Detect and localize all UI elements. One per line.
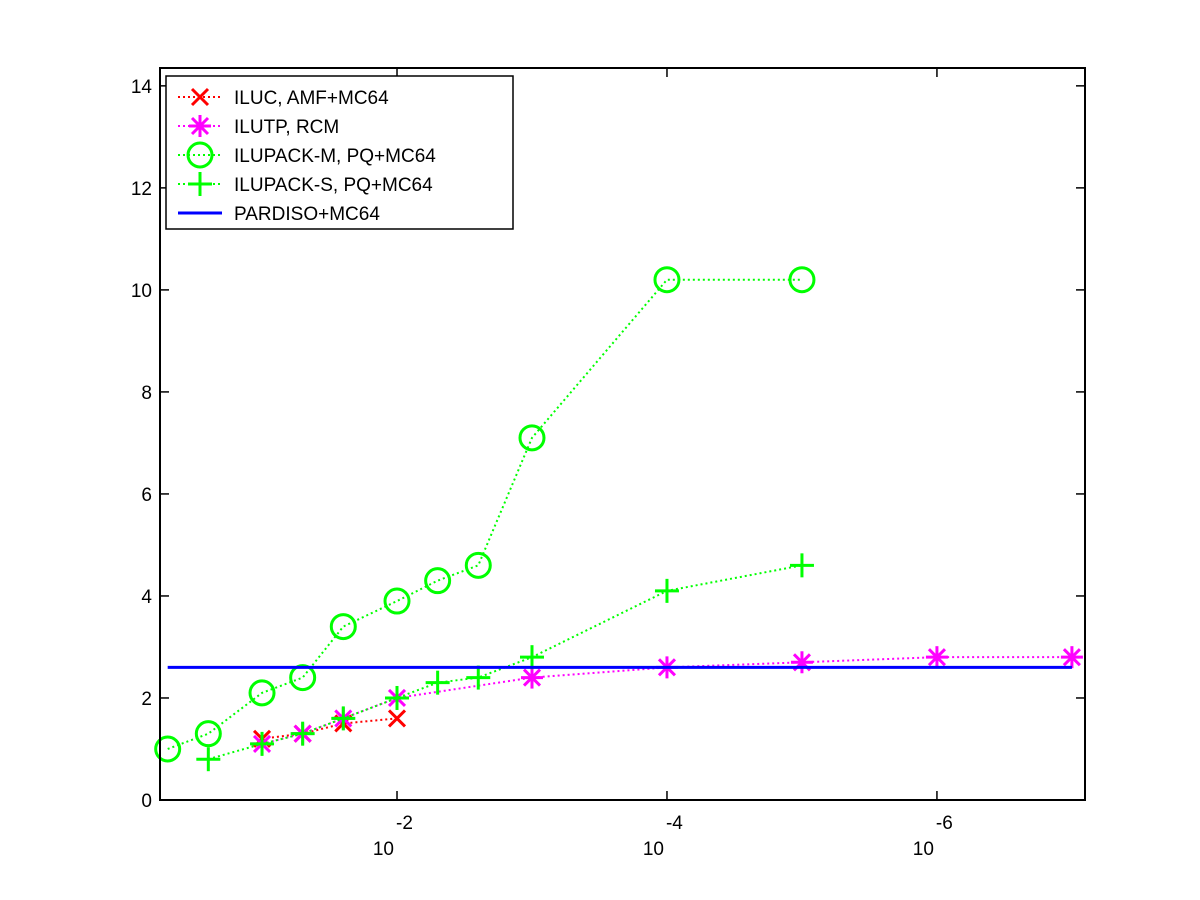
marker (1060, 646, 1083, 669)
marker (331, 706, 356, 731)
marker (518, 424, 546, 452)
marker-stroke (383, 587, 411, 615)
legend-marker (188, 172, 212, 196)
legend (165, 75, 514, 230)
x-tick-exponent: -2 (396, 813, 413, 834)
y-tick-label: 4 (141, 587, 152, 608)
x-tick-label: 10 (913, 839, 934, 860)
x-tick-exponent: -6 (936, 813, 953, 834)
marker (520, 666, 543, 689)
series-line (208, 564, 803, 761)
x-tick-exponent: -4 (666, 813, 683, 834)
legend-marker (190, 87, 210, 107)
marker-stroke (154, 735, 182, 763)
marker (196, 747, 221, 772)
marker-stroke (518, 424, 546, 452)
marker-stroke (186, 141, 214, 169)
marker-stroke (522, 668, 542, 687)
marker (290, 721, 315, 746)
marker (519, 645, 544, 670)
marker-stroke (464, 551, 492, 579)
marker-stroke (387, 709, 407, 728)
series-line (261, 656, 1072, 745)
marker-stroke (424, 567, 452, 595)
marker-stroke (194, 720, 222, 748)
marker (250, 731, 275, 756)
marker (329, 613, 357, 641)
y-tick-label: 14 (131, 77, 153, 98)
series-line (167, 278, 802, 750)
marker (466, 665, 491, 690)
legend-marker (189, 115, 211, 137)
axes-frame (159, 67, 1086, 801)
marker-stroke (190, 116, 210, 136)
marker (194, 720, 222, 748)
marker-stroke (927, 648, 946, 667)
marker-stroke (329, 613, 357, 641)
marker (654, 578, 679, 603)
marker (385, 685, 410, 710)
legend-label: ILUC, AMF+MC64 (234, 88, 389, 109)
y-tick-label: 2 (141, 689, 152, 710)
legend-label: ILUPACK-S, PQ+MC64 (234, 175, 433, 196)
marker-stroke (788, 266, 816, 294)
series-line (261, 717, 398, 740)
marker (789, 553, 814, 578)
y-tick-label: 8 (141, 383, 152, 404)
y-tick-label: 12 (131, 179, 152, 200)
x-tick-label: 10 (373, 839, 394, 860)
y-tick-label: 6 (141, 485, 152, 506)
marker (653, 266, 681, 294)
marker (464, 551, 492, 579)
marker (248, 679, 276, 707)
x-tick-label: 10 (643, 839, 664, 860)
marker (788, 266, 816, 294)
marker (383, 587, 411, 615)
marker-stroke (190, 87, 210, 107)
marker (925, 646, 948, 669)
y-tick-label: 0 (141, 791, 152, 812)
legend-label: PARDISO+MC64 (234, 204, 380, 225)
marker (424, 567, 452, 595)
marker (387, 709, 407, 728)
legend-label: ILUPACK-M, PQ+MC64 (234, 146, 436, 167)
legend-marker (186, 141, 214, 169)
y-tick-label: 10 (131, 281, 152, 302)
marker (425, 670, 450, 695)
marker (154, 735, 182, 763)
marker-stroke (248, 679, 276, 707)
marker-stroke (653, 266, 681, 294)
marker (790, 651, 813, 674)
legend-label: ILUTP, RCM (234, 117, 339, 138)
marker-stroke (1062, 648, 1081, 667)
marker (289, 664, 317, 692)
marker-stroke (289, 664, 317, 692)
